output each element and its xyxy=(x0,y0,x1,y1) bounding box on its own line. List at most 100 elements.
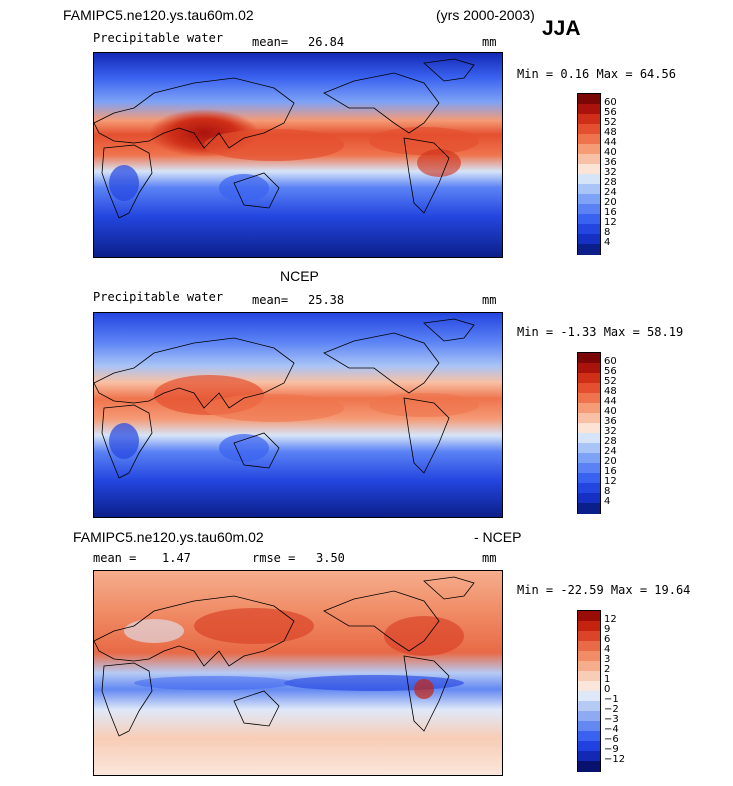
colorbar-swatch xyxy=(578,473,600,484)
colorbar-tick-label: 48 xyxy=(604,386,617,397)
colorbar-tick-label: 36 xyxy=(604,157,617,168)
colorbar-swatch xyxy=(578,701,600,712)
panel1-mean-label: mean= xyxy=(252,35,289,49)
colorbar-swatch xyxy=(578,224,600,235)
panel3-minmax: Min = -22.59 Max = 19.64 xyxy=(517,583,691,597)
colorbar-swatch xyxy=(578,244,600,255)
colorbar-tick-label: 2 xyxy=(604,664,611,675)
colorbar-swatch xyxy=(578,403,600,414)
panel1-title: FAMIPC5.ne120.ys.tau60m.02 xyxy=(63,7,254,23)
colorbar-swatch xyxy=(578,631,600,642)
colorbar-swatch xyxy=(578,453,600,464)
colorbar-tick-label: 12 xyxy=(604,476,617,487)
panel3-mean-label: mean = xyxy=(93,551,137,565)
colorbar-tick-label: 44 xyxy=(604,137,617,148)
colorbar-swatch xyxy=(578,94,600,105)
panel3-colorbar xyxy=(577,610,601,772)
panel3-mean-value: 1.47 xyxy=(162,551,191,565)
colorbar-swatch xyxy=(578,383,600,394)
colorbar-tick-label: −2 xyxy=(604,704,619,715)
colorbar-tick-label: 60 xyxy=(604,97,617,108)
colorbar-swatch xyxy=(578,443,600,454)
colorbar-swatch xyxy=(578,671,600,682)
colorbar-tick-label: 8 xyxy=(604,227,611,238)
colorbar-swatch xyxy=(578,721,600,732)
colorbar-tick-label: 1 xyxy=(604,674,611,685)
colorbar-swatch xyxy=(578,104,600,115)
colorbar-swatch xyxy=(578,651,600,662)
panel3-units: mm xyxy=(482,551,497,565)
colorbar-swatch xyxy=(578,194,600,205)
colorbar-tick-label: 16 xyxy=(604,466,617,477)
colorbar-swatch xyxy=(578,124,600,135)
colorbar-swatch xyxy=(578,234,600,245)
colorbar-tick-label: 44 xyxy=(604,396,617,407)
colorbar-tick-label: 28 xyxy=(604,177,617,188)
colorbar-swatch xyxy=(578,711,600,722)
colorbar-tick-label: 0 xyxy=(604,684,611,695)
panel2-mean-value: 25.38 xyxy=(308,293,345,307)
colorbar-swatch xyxy=(578,154,600,165)
colorbar-tick-label: 16 xyxy=(604,207,617,218)
colorbar-tick-label: −4 xyxy=(604,724,619,735)
panel1-variable: Precipitable water xyxy=(93,31,224,45)
colorbar-tick-label: 3 xyxy=(604,654,611,665)
colorbar-swatch xyxy=(578,184,600,195)
colorbar-tick-label: 40 xyxy=(604,147,617,158)
colorbar-tick-label: 56 xyxy=(604,107,617,118)
colorbar-tick-label: 20 xyxy=(604,197,617,208)
colorbar-swatch xyxy=(578,751,600,762)
colorbar-tick-label: 24 xyxy=(604,187,617,198)
colorbar-tick-label: 12 xyxy=(604,614,617,625)
colorbar-swatch xyxy=(578,413,600,424)
colorbar-swatch xyxy=(578,761,600,772)
panel1-map xyxy=(93,52,503,258)
colorbar-swatch xyxy=(578,641,600,652)
panel2-title: NCEP xyxy=(280,268,319,284)
colorbar-tick-label: −6 xyxy=(604,734,619,745)
colorbar-tick-label: 36 xyxy=(604,416,617,427)
colorbar-swatch xyxy=(578,114,600,125)
colorbar-tick-label: 40 xyxy=(604,406,617,417)
colorbar-tick-label: −9 xyxy=(604,744,619,755)
colorbar-tick-label: 56 xyxy=(604,366,617,377)
panel1-minmax: Min = 0.16 Max = 64.56 xyxy=(517,67,676,81)
season-label: JJA xyxy=(542,17,581,40)
colorbar-swatch xyxy=(578,503,600,514)
colorbar-swatch xyxy=(578,621,600,632)
panel1-years: (yrs 2000-2003) xyxy=(436,7,535,23)
colorbar-tick-label: 20 xyxy=(604,456,617,467)
colorbar-swatch xyxy=(578,661,600,672)
colorbar-swatch xyxy=(578,393,600,404)
colorbar-tick-label: 12 xyxy=(604,217,617,228)
colorbar-swatch xyxy=(578,691,600,702)
colorbar-swatch xyxy=(578,423,600,434)
colorbar-tick-label: 9 xyxy=(604,624,611,635)
panel3-rmse-label: rmse = xyxy=(252,551,296,565)
colorbar-swatch xyxy=(578,681,600,692)
colorbar-swatch xyxy=(578,433,600,444)
colorbar-tick-label: 6 xyxy=(604,634,611,645)
panel2-map xyxy=(93,312,503,518)
colorbar-swatch xyxy=(578,204,600,215)
panel2-minmax: Min = -1.33 Max = 58.19 xyxy=(517,325,684,339)
panel3-title-right: - NCEP xyxy=(474,529,522,545)
colorbar-swatch xyxy=(578,144,600,155)
panel3-title-left: FAMIPC5.ne120.ys.tau60m.02 xyxy=(73,529,264,545)
panel1-units: mm xyxy=(482,35,497,49)
colorbar-tick-label: 24 xyxy=(604,446,617,457)
colorbar-swatch xyxy=(578,493,600,504)
colorbar-tick-label: 4 xyxy=(604,644,611,655)
panel2-units: mm xyxy=(482,293,497,307)
panel2-colorbar xyxy=(577,352,601,514)
colorbar-tick-label: 4 xyxy=(604,237,611,248)
colorbar-tick-label: 32 xyxy=(604,167,617,178)
colorbar-swatch xyxy=(578,164,600,175)
colorbar-tick-label: 4 xyxy=(604,496,611,507)
colorbar-tick-label: 52 xyxy=(604,117,617,128)
colorbar-tick-label: −1 xyxy=(604,694,619,705)
colorbar-tick-label: 48 xyxy=(604,127,617,138)
colorbar-tick-label: −3 xyxy=(604,714,619,725)
colorbar-swatch xyxy=(578,353,600,364)
colorbar-swatch xyxy=(578,483,600,494)
